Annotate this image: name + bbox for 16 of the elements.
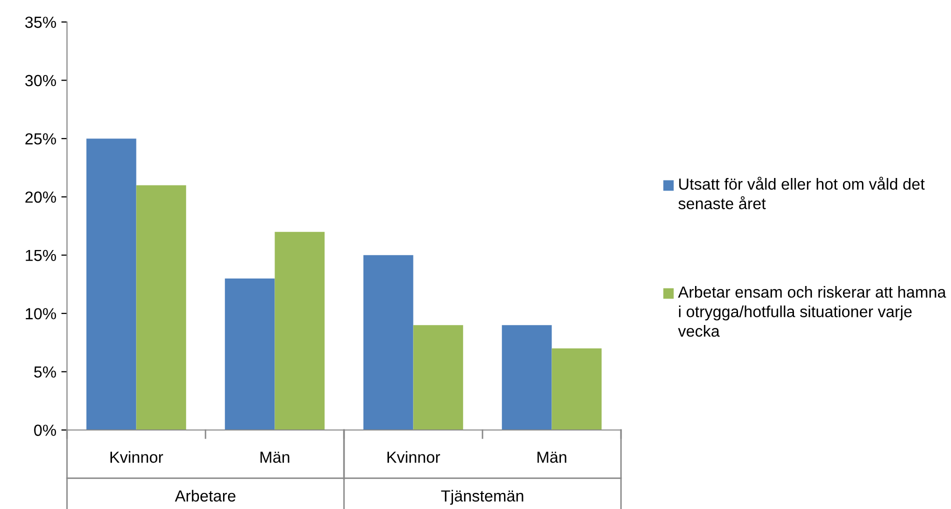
legend-label: Utsatt för våld eller hot om våld det senaste året <box>678 176 925 210</box>
y-tick-label: 35% <box>25 16 56 28</box>
x-tick-label: Kvinnor <box>110 451 164 463</box>
text: Arbetare <box>174 490 236 502</box>
y-tick-label: 5% <box>34 366 56 378</box>
x-tick-label: Kvinnor <box>387 451 440 463</box>
y-tick-label: 10% <box>26 308 56 320</box>
legend-label: Arbetar ensam och riskerar att hamna i otrygga/hotfulla situationer varje vecka <box>678 286 946 337</box>
y-tick-label: 20% <box>25 191 56 203</box>
y-tick-label: 15% <box>26 250 56 262</box>
x-tick-label: Män <box>538 452 566 463</box>
x-tick-label: Män <box>260 452 290 463</box>
y-tick-label: 30% <box>25 74 56 86</box>
text: Tjänstemän <box>441 490 524 505</box>
y-tick-label: 0% <box>34 424 56 436</box>
y-tick-label: 25% <box>25 133 56 145</box>
